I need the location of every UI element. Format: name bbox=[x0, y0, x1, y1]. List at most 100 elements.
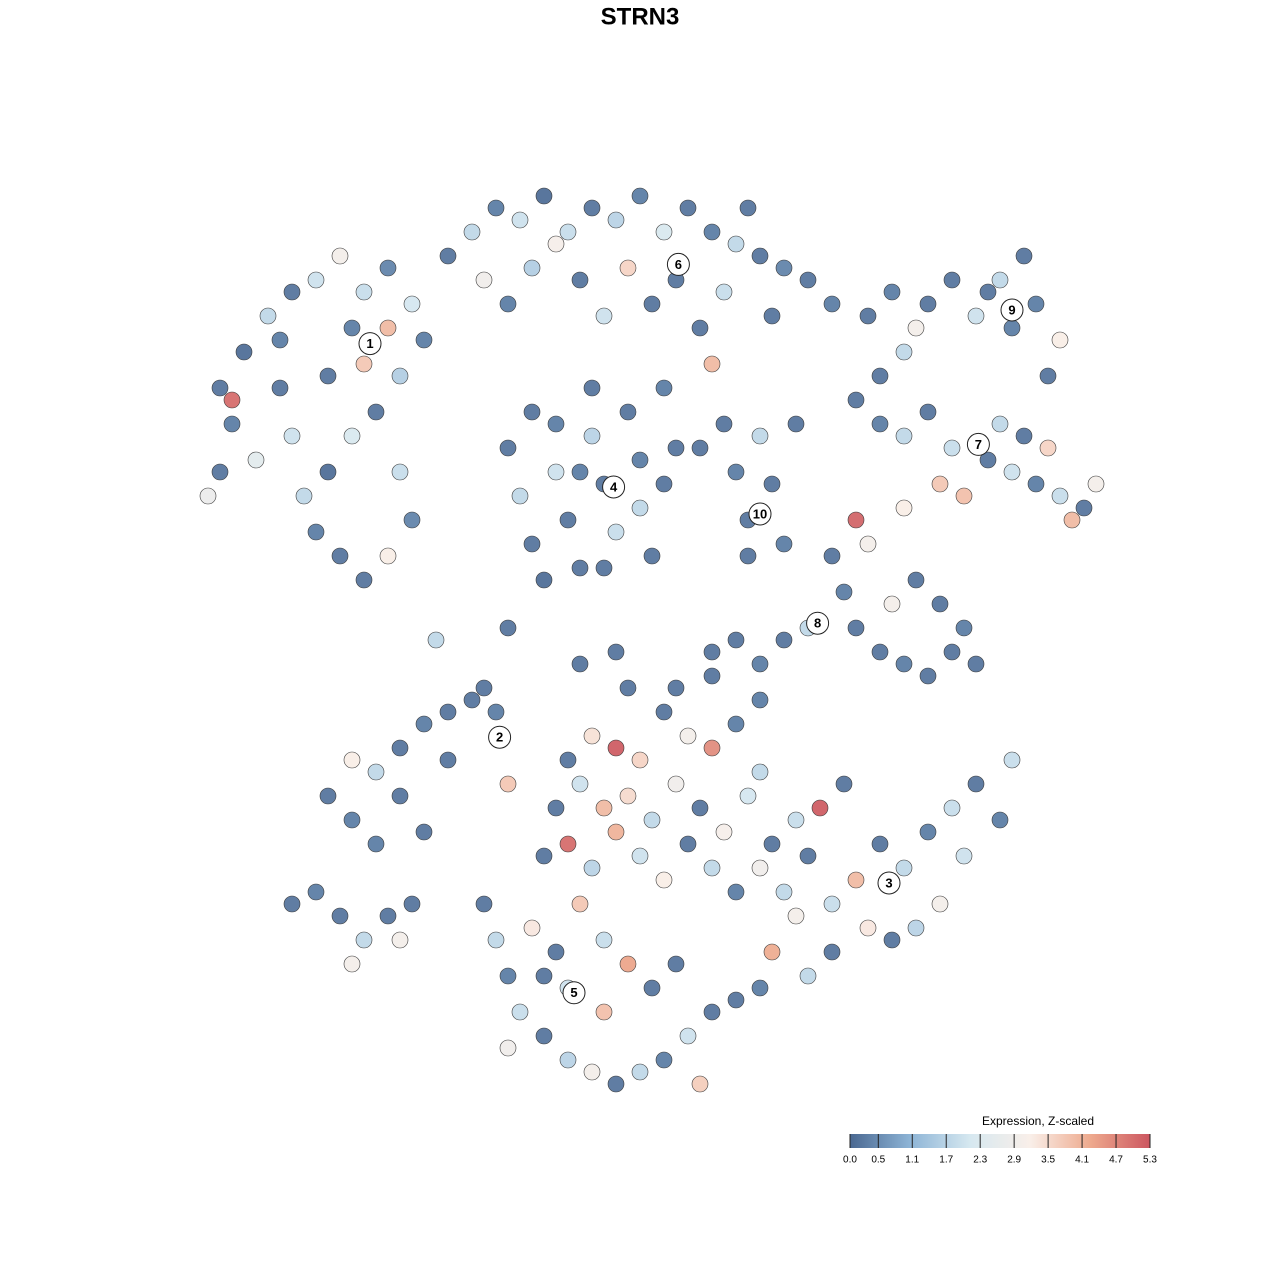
colorbar-tick-label: 1.1 bbox=[905, 1155, 919, 1166]
cell-point bbox=[379, 907, 397, 925]
cell-point bbox=[307, 523, 325, 541]
cell-point bbox=[751, 763, 769, 781]
cell-point bbox=[679, 1027, 697, 1045]
cell-point bbox=[403, 895, 421, 913]
cell-point bbox=[967, 307, 985, 325]
cell-point bbox=[943, 799, 961, 817]
cell-point bbox=[943, 439, 961, 457]
cluster-badge bbox=[602, 475, 626, 499]
colorbar-tick-label: 4.1 bbox=[1075, 1155, 1089, 1166]
cell-point bbox=[823, 295, 841, 313]
cell-point bbox=[847, 871, 865, 889]
cell-point bbox=[595, 799, 613, 817]
cell-point bbox=[391, 739, 409, 757]
chart-title: STRN3 bbox=[601, 3, 680, 30]
cell-point bbox=[1039, 367, 1057, 385]
colorbar bbox=[850, 1134, 1150, 1148]
cell-point bbox=[859, 307, 877, 325]
cell-point bbox=[823, 895, 841, 913]
cluster-label: 3 bbox=[885, 875, 892, 890]
cell-point bbox=[619, 955, 637, 973]
cell-point bbox=[631, 499, 649, 517]
cell-point bbox=[883, 931, 901, 949]
cell-point bbox=[835, 775, 853, 793]
cell-point bbox=[475, 271, 493, 289]
colorbar-tick-label: 3.5 bbox=[1041, 1155, 1055, 1166]
cell-point bbox=[283, 283, 301, 301]
cell-point bbox=[703, 1003, 721, 1021]
cell-point bbox=[691, 319, 709, 337]
cell-point bbox=[391, 367, 409, 385]
cell-point bbox=[607, 523, 625, 541]
cell-point bbox=[583, 199, 601, 217]
cell-point bbox=[703, 355, 721, 373]
cell-point bbox=[979, 451, 997, 469]
cluster-label: 8 bbox=[814, 616, 821, 631]
cell-point bbox=[379, 259, 397, 277]
cell-point bbox=[343, 751, 361, 769]
cell-point bbox=[559, 1051, 577, 1069]
cell-point bbox=[679, 835, 697, 853]
cell-point bbox=[559, 223, 577, 241]
cluster-label: 6 bbox=[675, 257, 682, 272]
colorbar-tick-label: 2.3 bbox=[973, 1155, 987, 1166]
cell-point bbox=[703, 859, 721, 877]
cell-point bbox=[883, 283, 901, 301]
cell-point bbox=[571, 463, 589, 481]
cell-point bbox=[391, 463, 409, 481]
cell-point bbox=[259, 307, 277, 325]
cluster-label: 2 bbox=[496, 730, 503, 745]
cell-point bbox=[499, 775, 517, 793]
cell-point bbox=[1027, 295, 1045, 313]
cell-point bbox=[199, 487, 217, 505]
cell-point bbox=[1027, 475, 1045, 493]
cell-point bbox=[787, 415, 805, 433]
cell-point bbox=[607, 739, 625, 757]
cell-point bbox=[379, 319, 397, 337]
cell-point bbox=[979, 283, 997, 301]
cell-point bbox=[679, 199, 697, 217]
cell-point bbox=[211, 463, 229, 481]
cell-point bbox=[703, 739, 721, 757]
cluster-label: 5 bbox=[570, 985, 577, 1000]
cell-point bbox=[427, 631, 445, 649]
cell-point bbox=[643, 811, 661, 829]
cell-point bbox=[331, 907, 349, 925]
cell-point bbox=[283, 427, 301, 445]
cell-point bbox=[799, 271, 817, 289]
cell-point bbox=[319, 367, 337, 385]
colorbar-tick-label: 2.9 bbox=[1007, 1155, 1021, 1166]
cell-point bbox=[751, 691, 769, 709]
cluster-badge bbox=[358, 332, 382, 356]
cell-point bbox=[499, 439, 517, 457]
cell-point bbox=[583, 727, 601, 745]
cell-point bbox=[763, 943, 781, 961]
cell-point bbox=[919, 295, 937, 313]
cluster-badge bbox=[562, 981, 586, 1005]
cluster-badge bbox=[666, 252, 690, 276]
cell-point bbox=[295, 487, 313, 505]
cell-point bbox=[727, 463, 745, 481]
cell-point bbox=[331, 247, 349, 265]
cell-point bbox=[343, 319, 361, 337]
cell-point bbox=[559, 835, 577, 853]
cell-point bbox=[547, 463, 565, 481]
cell-point bbox=[643, 979, 661, 997]
cell-point bbox=[751, 655, 769, 673]
cell-point bbox=[691, 439, 709, 457]
cell-point bbox=[319, 463, 337, 481]
cell-point bbox=[487, 703, 505, 721]
cell-point bbox=[1003, 319, 1021, 337]
cell-point bbox=[775, 259, 793, 277]
cell-point bbox=[595, 559, 613, 577]
cell-point bbox=[787, 811, 805, 829]
cell-point bbox=[667, 439, 685, 457]
cell-point bbox=[607, 643, 625, 661]
cell-point bbox=[547, 415, 565, 433]
cluster-badge bbox=[806, 611, 830, 635]
cell-point bbox=[235, 343, 253, 361]
cell-point bbox=[631, 847, 649, 865]
colorbar-tick-label: 1.7 bbox=[939, 1155, 953, 1166]
cell-point bbox=[859, 919, 877, 937]
